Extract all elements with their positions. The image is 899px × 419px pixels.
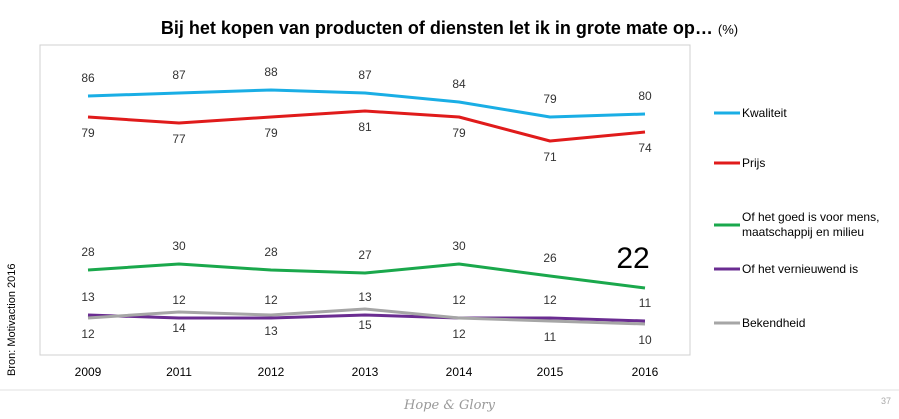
data-label: 81: [358, 120, 372, 134]
legend-label: Of het goed is voor mens, maatschappij e…: [742, 210, 880, 239]
title-unit: (%): [717, 22, 739, 37]
data-label: 12: [543, 293, 557, 307]
data-label: 26: [543, 251, 557, 265]
data-label: 79: [543, 92, 557, 106]
data-label: 12: [172, 293, 186, 307]
series-line: [87, 109, 646, 143]
legend-label: Bekendheid: [742, 315, 806, 330]
data-label: 11: [639, 296, 652, 310]
data-label: 13: [264, 324, 278, 338]
x-tick-label: 2012: [258, 365, 285, 379]
data-label: 77: [172, 132, 186, 146]
legend-label: Of het vernieuwend is: [742, 261, 859, 276]
page-number: 37: [880, 396, 891, 406]
data-label: 86: [81, 71, 95, 85]
data-label: 79: [81, 126, 95, 140]
series-line: [87, 262, 646, 290]
x-tick-label: 2016: [632, 365, 659, 379]
data-label: 30: [172, 239, 186, 253]
legend-label: Prijs: [742, 155, 766, 170]
source: Bron: Motivaction 2016: [6, 263, 18, 376]
data-label: 12: [81, 327, 95, 341]
chart-title-wrap: Bij het kopen van producten of diensten …: [0, 18, 899, 39]
data-label: 15: [358, 318, 372, 332]
plot-frame: [39, 44, 691, 356]
x-tick-label: 2015: [537, 365, 564, 379]
x-tick-label: 2009: [75, 365, 102, 379]
data-label: 12: [264, 293, 278, 307]
legend-label: Kwaliteit: [742, 105, 787, 120]
data-label: 28: [264, 245, 278, 259]
footer-logo: Hope & Glory: [404, 398, 495, 413]
series-line: [87, 88, 646, 119]
data-label: 13: [358, 290, 372, 304]
data-label: 10: [638, 333, 652, 347]
data-label: 74: [638, 141, 652, 155]
data-label: 12: [452, 293, 466, 307]
data-label: 22: [616, 242, 649, 275]
series-line: [87, 313, 646, 323]
data-label: 13: [81, 290, 95, 304]
data-label: 80: [638, 89, 652, 103]
data-label: 87: [358, 68, 372, 82]
data-label: 12: [452, 327, 466, 341]
data-label: 79: [264, 126, 278, 140]
data-label: 84: [452, 77, 466, 91]
data-label: 30: [452, 239, 466, 253]
series-line: [87, 307, 646, 326]
data-label: 79: [452, 126, 466, 140]
data-label: 28: [81, 245, 95, 259]
data-label: 11: [544, 330, 557, 344]
x-tick-label: 2013: [352, 365, 379, 379]
x-tick-label: 2011: [166, 365, 192, 379]
data-label: 27: [358, 248, 372, 262]
data-label: 87: [172, 68, 186, 82]
data-label: 88: [264, 65, 278, 79]
x-tick-label: 2014: [446, 365, 473, 379]
chart-title: Bij het kopen van producten of diensten …: [160, 18, 713, 38]
data-label: 14: [172, 321, 186, 335]
data-label: 71: [543, 150, 557, 164]
